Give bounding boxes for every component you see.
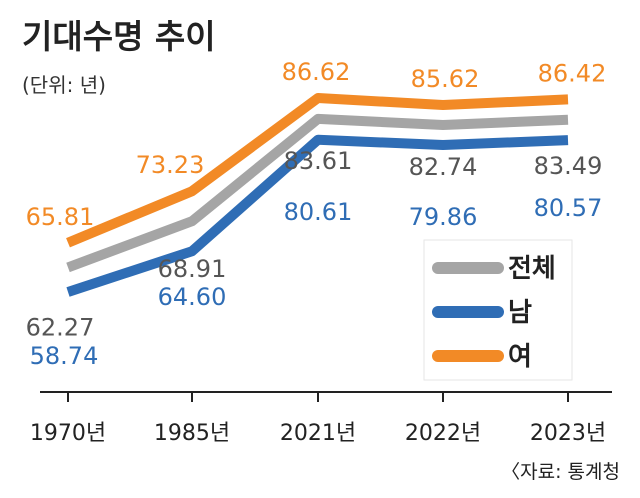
- tick-label-1: 1985년: [154, 421, 230, 446]
- data-label-female-4: 86.42: [538, 59, 607, 87]
- data-label-total-3: 82.74: [409, 153, 478, 181]
- line-total: [66, 113, 569, 273]
- legend-label-total: 전체: [508, 254, 556, 284]
- data-label-male-1: 64.60: [158, 283, 227, 311]
- tick-label-3: 2022년: [405, 421, 481, 446]
- source-note: 〈자료: 통계청: [501, 461, 620, 483]
- chart-title: 기대수명 추이: [22, 17, 216, 56]
- data-label-total-2: 83.61: [284, 147, 353, 175]
- series-lines: [66, 93, 569, 297]
- data-label-female-0: 65.81: [26, 203, 95, 231]
- data-label-male-2: 80.61: [284, 198, 353, 226]
- legend-label-male: 남: [508, 298, 532, 328]
- data-label-female-1: 73.23: [136, 151, 205, 179]
- data-label-male-0: 58.74: [30, 342, 99, 370]
- tick-label-4: 2023년: [530, 421, 606, 446]
- data-labels: 62.27 68.91 83.61 82.74 83.49 58.74 64.60 80.61…: [26, 58, 607, 370]
- line-female: [66, 93, 569, 248]
- legend-label-female: 여: [508, 342, 532, 372]
- tick-label-2: 2021년: [280, 421, 356, 446]
- data-label-total-1: 68.91: [158, 255, 227, 283]
- chart-subtitle: (단위: 년): [22, 73, 106, 97]
- data-label-male-4: 80.57: [534, 194, 603, 222]
- x-axis-ticks: 1970년 1985년 2021년 2022년 2023년: [30, 392, 606, 446]
- data-label-total-4: 83.49: [534, 152, 603, 180]
- tick-label-0: 1970년: [30, 421, 106, 446]
- data-label-female-3: 85.62: [411, 65, 480, 93]
- data-label-total-0: 62.27: [26, 313, 95, 341]
- data-label-female-2: 86.62: [282, 58, 351, 86]
- data-label-male-3: 79.86: [409, 203, 478, 231]
- line-male: [66, 134, 569, 297]
